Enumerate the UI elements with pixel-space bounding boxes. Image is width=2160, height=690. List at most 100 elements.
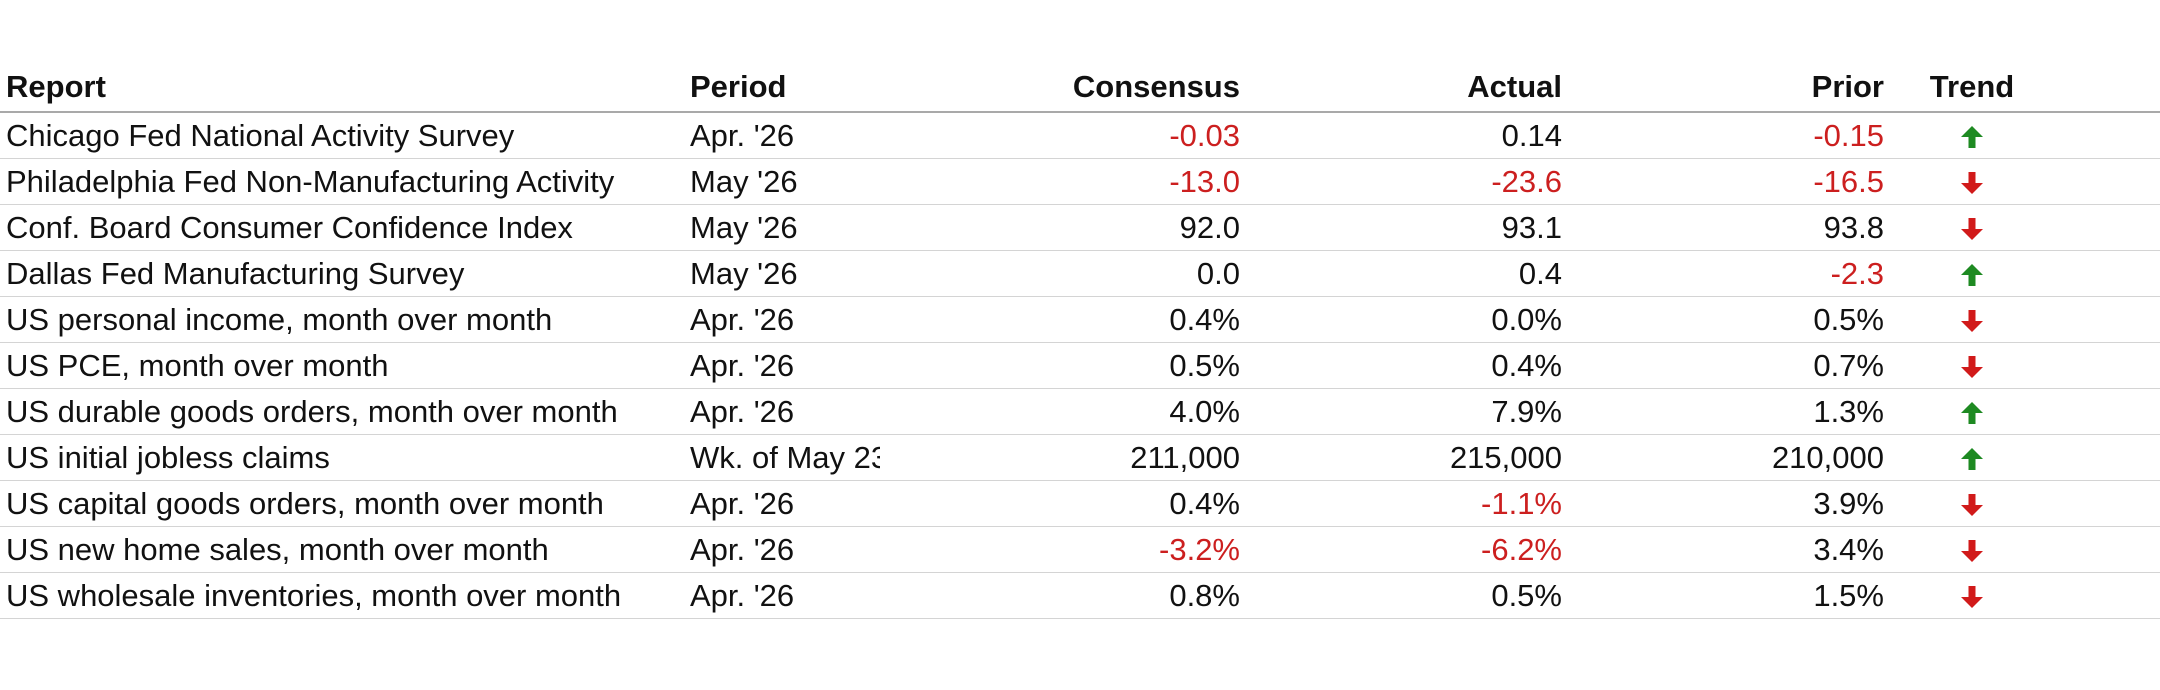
report-name-cell: Chicago Fed National Activity Survey (0, 112, 688, 159)
column-header-period: Period (688, 55, 880, 113)
table-row: Conf. Board Consumer Confidence Index Ma… (0, 204, 2160, 251)
report-name-cell: US wholesale inventories, month over mon… (0, 572, 688, 619)
prior-cell: 210,000 (1562, 434, 1884, 481)
row-spacer-cell (2060, 112, 2160, 159)
table-row: Dallas Fed Manufacturing Survey May '26 … (0, 250, 2160, 297)
report-name-cell: Philadelphia Fed Non-Manufacturing Activ… (0, 158, 688, 205)
prior-cell: 0.7% (1562, 342, 1884, 389)
consensus-cell: 0.0 (880, 250, 1240, 297)
row-spacer-cell (2060, 526, 2160, 573)
actual-cell: 0.0% (1240, 296, 1562, 343)
trend-up-arrow-icon (1961, 448, 1983, 471)
row-spacer-cell (2060, 480, 2160, 527)
period-cell: Apr. '26 (688, 112, 880, 159)
trend-cell (1884, 388, 2060, 435)
actual-cell: -6.2% (1240, 526, 1562, 573)
trend-down-arrow-icon (1961, 310, 1983, 333)
prior-cell: 0.5% (1562, 296, 1884, 343)
trend-cell (1884, 158, 2060, 205)
period-cell: Apr. '26 (688, 296, 880, 343)
report-name-cell: US initial jobless claims (0, 434, 688, 481)
trend-cell (1884, 342, 2060, 389)
report-name-cell: Dallas Fed Manufacturing Survey (0, 250, 688, 297)
consensus-cell: 211,000 (880, 434, 1240, 481)
table-body: Chicago Fed National Activity Survey Apr… (0, 112, 2160, 619)
actual-cell: -23.6 (1240, 158, 1562, 205)
table-row: Philadelphia Fed Non-Manufacturing Activ… (0, 158, 2160, 205)
trend-cell (1884, 572, 2060, 619)
trend-cell (1884, 296, 2060, 343)
prior-cell: 1.3% (1562, 388, 1884, 435)
table-row: US durable goods orders, month over mont… (0, 388, 2160, 435)
trend-cell (1884, 112, 2060, 159)
actual-cell: 0.14 (1240, 112, 1562, 159)
column-header-trend: Trend (1884, 55, 2060, 113)
period-cell: Apr. '26 (688, 572, 880, 619)
row-spacer-cell (2060, 434, 2160, 481)
actual-cell: 7.9% (1240, 388, 1562, 435)
actual-cell: -1.1% (1240, 480, 1562, 527)
row-spacer-cell (2060, 250, 2160, 297)
header-spacer (2060, 55, 2160, 113)
table-row: US PCE, month over month Apr. '26 0.5% 0… (0, 342, 2160, 389)
actual-cell: 0.5% (1240, 572, 1562, 619)
column-header-consensus: Consensus (880, 55, 1240, 113)
report-name-cell: US personal income, month over month (0, 296, 688, 343)
report-name-cell: Conf. Board Consumer Confidence Index (0, 204, 688, 251)
trend-cell (1884, 250, 2060, 297)
trend-up-arrow-icon (1961, 402, 1983, 425)
period-cell: Wk. of May 23 (688, 434, 880, 481)
consensus-cell: 0.8% (880, 572, 1240, 619)
period-cell: May '26 (688, 158, 880, 205)
report-name-cell: US PCE, month over month (0, 342, 688, 389)
trend-down-arrow-icon (1961, 540, 1983, 563)
trend-up-arrow-icon (1961, 126, 1983, 149)
consensus-cell: -3.2% (880, 526, 1240, 573)
table-row: US wholesale inventories, month over mon… (0, 572, 2160, 619)
report-name-cell: US new home sales, month over month (0, 526, 688, 573)
table-row: Chicago Fed National Activity Survey Apr… (0, 112, 2160, 159)
trend-cell (1884, 480, 2060, 527)
row-spacer-cell (2060, 204, 2160, 251)
row-spacer-cell (2060, 342, 2160, 389)
column-header-report: Report (0, 55, 688, 113)
consensus-cell: -13.0 (880, 158, 1240, 205)
period-cell: May '26 (688, 250, 880, 297)
row-spacer-cell (2060, 572, 2160, 619)
prior-cell: 1.5% (1562, 572, 1884, 619)
trend-up-arrow-icon (1961, 264, 1983, 287)
prior-cell: -2.3 (1562, 250, 1884, 297)
prior-cell: -0.15 (1562, 112, 1884, 159)
consensus-cell: 0.4% (880, 480, 1240, 527)
consensus-cell: 4.0% (880, 388, 1240, 435)
consensus-cell: 0.4% (880, 296, 1240, 343)
table-row: US capital goods orders, month over mont… (0, 480, 2160, 527)
consensus-cell: 0.5% (880, 342, 1240, 389)
table-row: US personal income, month over month Apr… (0, 296, 2160, 343)
consensus-cell: -0.03 (880, 112, 1240, 159)
trend-down-arrow-icon (1961, 356, 1983, 379)
column-header-prior: Prior (1562, 55, 1884, 113)
row-spacer-cell (2060, 296, 2160, 343)
trend-down-arrow-icon (1961, 172, 1983, 195)
report-name-cell: US durable goods orders, month over mont… (0, 388, 688, 435)
row-spacer-cell (2060, 388, 2160, 435)
trend-cell (1884, 434, 2060, 481)
report-name-cell: US capital goods orders, month over mont… (0, 480, 688, 527)
period-cell: Apr. '26 (688, 526, 880, 573)
trend-down-arrow-icon (1961, 218, 1983, 241)
actual-cell: 93.1 (1240, 204, 1562, 251)
table-header: Report Period Consensus Actual Prior Tre… (0, 55, 2160, 113)
trend-down-arrow-icon (1961, 586, 1983, 609)
economic-reports-table: Report Period Consensus Actual Prior Tre… (0, 55, 2160, 619)
actual-cell: 0.4% (1240, 342, 1562, 389)
header-row: Report Period Consensus Actual Prior Tre… (0, 55, 2160, 113)
period-cell: May '26 (688, 204, 880, 251)
trend-cell (1884, 204, 2060, 251)
period-cell: Apr. '26 (688, 480, 880, 527)
row-spacer-cell (2060, 158, 2160, 205)
prior-cell: 3.9% (1562, 480, 1884, 527)
prior-cell: -16.5 (1562, 158, 1884, 205)
economic-reports-table-container: Report Period Consensus Actual Prior Tre… (0, 55, 2160, 619)
column-header-actual: Actual (1240, 55, 1562, 113)
